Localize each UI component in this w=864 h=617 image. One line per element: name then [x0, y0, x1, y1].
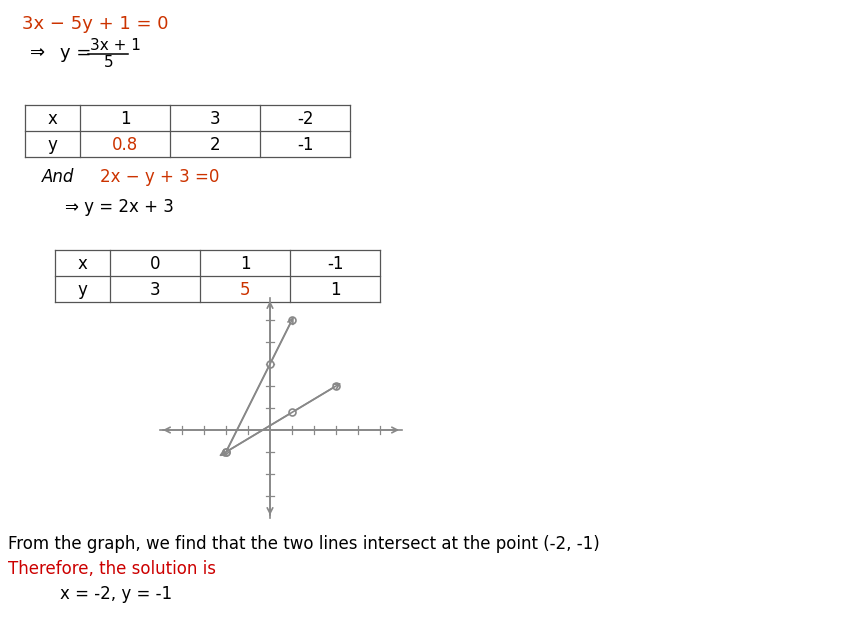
Text: y: y: [48, 136, 57, 154]
Text: 2: 2: [210, 136, 220, 154]
Text: 1: 1: [239, 255, 251, 273]
Text: 0.8: 0.8: [111, 136, 138, 154]
Text: x: x: [78, 255, 87, 273]
Text: -2: -2: [296, 110, 314, 128]
Text: y: y: [78, 281, 87, 299]
Text: x: x: [48, 110, 57, 128]
Text: And: And: [42, 168, 74, 186]
Text: From the graph, we find that the two lines intersect at the point (-2, -1): From the graph, we find that the two lin…: [8, 535, 600, 553]
Text: ⇒: ⇒: [30, 44, 45, 62]
Text: 1: 1: [120, 110, 130, 128]
Text: -1: -1: [296, 136, 314, 154]
Text: Therefore, the solution is: Therefore, the solution is: [8, 560, 216, 578]
Text: 3: 3: [149, 281, 161, 299]
Text: 0: 0: [149, 255, 160, 273]
Text: 3x − 5y + 1 = 0: 3x − 5y + 1 = 0: [22, 15, 168, 33]
Text: 3: 3: [210, 110, 220, 128]
Text: 2x − y + 3 =0: 2x − y + 3 =0: [100, 168, 219, 186]
Text: 1: 1: [330, 281, 340, 299]
Text: x = -2, y = -1: x = -2, y = -1: [60, 585, 172, 603]
Text: 5: 5: [104, 55, 114, 70]
Text: 3x + 1: 3x + 1: [90, 38, 141, 53]
Text: y =: y =: [60, 44, 92, 62]
Text: ⇒ y = 2x + 3: ⇒ y = 2x + 3: [65, 198, 174, 216]
Text: 5: 5: [239, 281, 251, 299]
Text: -1: -1: [327, 255, 343, 273]
